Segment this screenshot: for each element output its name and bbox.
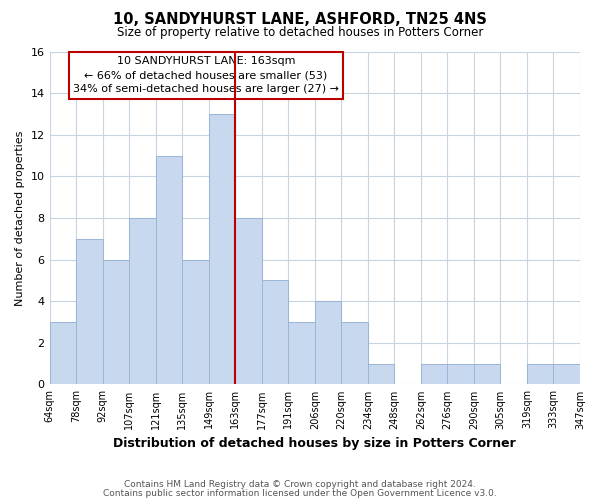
Bar xyxy=(76,239,103,384)
Bar xyxy=(421,364,448,384)
Bar xyxy=(129,218,155,384)
Bar xyxy=(182,260,209,384)
Bar xyxy=(527,364,553,384)
Bar xyxy=(50,322,76,384)
Bar xyxy=(209,114,235,384)
Bar xyxy=(155,156,182,384)
Text: Contains public sector information licensed under the Open Government Licence v3: Contains public sector information licen… xyxy=(103,488,497,498)
Text: 10, SANDYHURST LANE, ASHFORD, TN25 4NS: 10, SANDYHURST LANE, ASHFORD, TN25 4NS xyxy=(113,12,487,28)
X-axis label: Distribution of detached houses by size in Potters Corner: Distribution of detached houses by size … xyxy=(113,437,516,450)
Bar xyxy=(235,218,262,384)
Bar xyxy=(262,280,288,384)
Bar xyxy=(315,301,341,384)
Bar xyxy=(103,260,129,384)
Text: Size of property relative to detached houses in Potters Corner: Size of property relative to detached ho… xyxy=(117,26,483,39)
Bar xyxy=(553,364,580,384)
Bar xyxy=(368,364,394,384)
Bar xyxy=(448,364,474,384)
Bar xyxy=(474,364,500,384)
Bar xyxy=(341,322,368,384)
Y-axis label: Number of detached properties: Number of detached properties xyxy=(15,130,25,306)
Text: Contains HM Land Registry data © Crown copyright and database right 2024.: Contains HM Land Registry data © Crown c… xyxy=(124,480,476,489)
Text: 10 SANDYHURST LANE: 163sqm
← 66% of detached houses are smaller (53)
34% of semi: 10 SANDYHURST LANE: 163sqm ← 66% of deta… xyxy=(73,56,339,94)
Bar xyxy=(288,322,315,384)
